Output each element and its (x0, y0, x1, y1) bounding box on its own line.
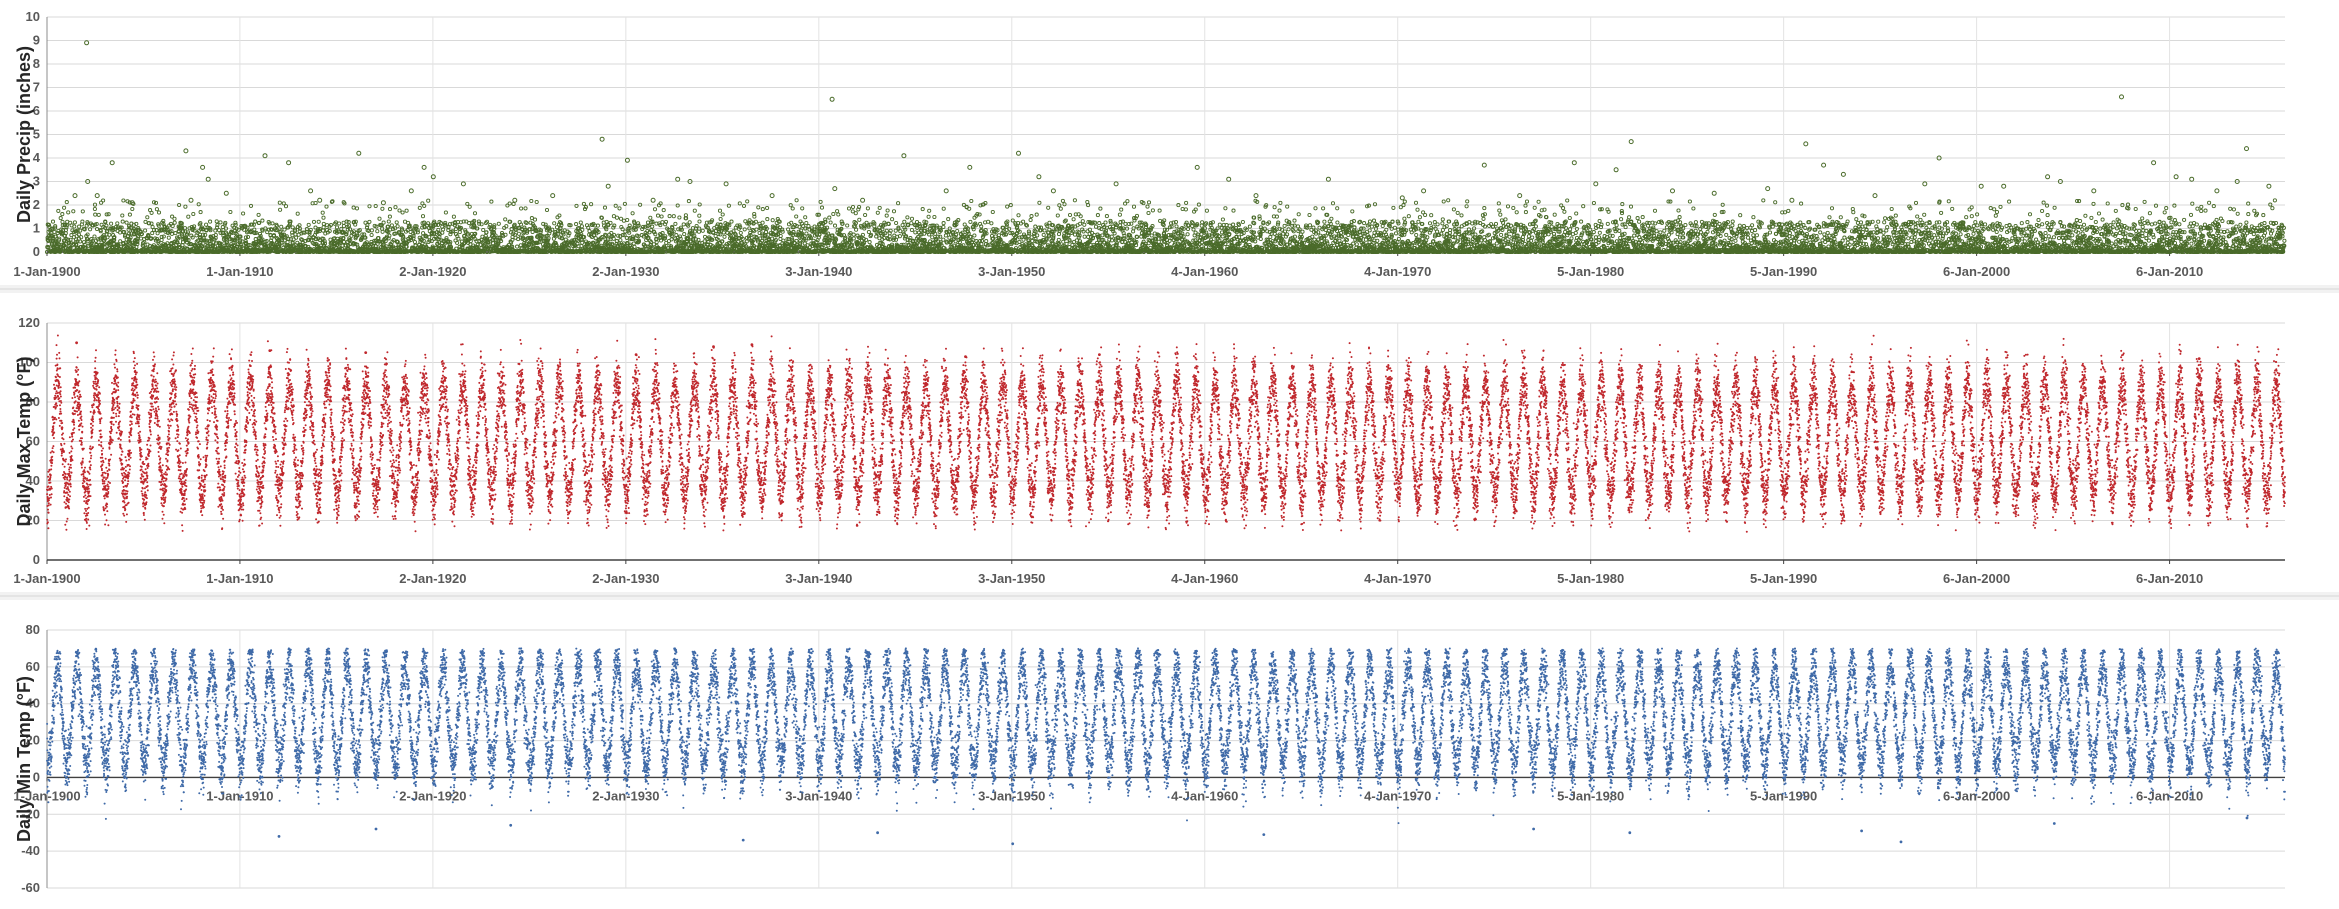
data-point (151, 232, 154, 235)
data-point (279, 208, 282, 211)
data-point (246, 235, 249, 238)
data-point (121, 214, 124, 217)
data-point (146, 216, 149, 219)
data-point (338, 222, 341, 225)
x-axis: 1-Jan-1900 1-Jan-1910 2-Jan-1920 2-Jan-1930… (13, 252, 2285, 279)
y-tick-label: 0 (33, 244, 40, 259)
data-point (155, 208, 158, 211)
data-point (150, 211, 153, 214)
data-point (280, 225, 283, 228)
data-point (61, 220, 64, 223)
data-point (199, 211, 202, 214)
data-point (192, 212, 195, 215)
x-tick-label: 6-Jan-2010 (2136, 264, 2203, 279)
data-point (122, 199, 125, 202)
data-point (355, 207, 358, 210)
data-point (214, 229, 217, 232)
data-point (162, 235, 165, 238)
data-point (322, 216, 325, 219)
data-point (154, 201, 157, 204)
data-point (131, 207, 134, 210)
data-point (322, 222, 325, 225)
data-point (204, 233, 207, 236)
data-point (156, 232, 159, 235)
data-point (102, 199, 105, 202)
data-point (110, 222, 113, 225)
data-point (184, 205, 187, 208)
gridlines (47, 17, 2285, 252)
data-point (119, 231, 122, 234)
data-point (321, 211, 324, 214)
data-points (45, 41, 2286, 254)
y-tick-label: 9 (33, 33, 40, 48)
data-point (72, 210, 75, 213)
data-point (53, 230, 56, 233)
data-point (81, 210, 84, 213)
data-point (73, 221, 76, 224)
data-point (187, 215, 190, 218)
data-point (173, 217, 176, 220)
data-point (67, 211, 70, 214)
x-tick-label: 2-Jan-1920 (399, 264, 466, 279)
data-point (209, 220, 212, 223)
data-point (242, 212, 245, 215)
data-point (296, 212, 299, 215)
data-point (121, 220, 124, 223)
data-point (342, 224, 345, 227)
data-point (97, 213, 100, 216)
data-point (278, 201, 281, 204)
data-point (322, 229, 325, 232)
data-point (295, 236, 298, 239)
x-tick-label: 1-Jan-1900 (13, 264, 80, 279)
data-point (352, 206, 355, 209)
x-tick-label: 2-Jan-1930 (592, 264, 659, 279)
data-point (144, 220, 147, 223)
data-point (167, 236, 170, 239)
data-point (229, 210, 232, 213)
data-point (139, 237, 142, 240)
x-tick-label: 5-Jan-1990 (1750, 264, 1817, 279)
x-tick-label: 4-Jan-1970 (1364, 264, 1431, 279)
data-point (308, 236, 311, 239)
data-point (307, 223, 310, 226)
data-point (261, 219, 264, 222)
x-tick-label: 3-Jan-1940 (785, 264, 852, 279)
y-axis-title: Daily Precip (inches) (14, 46, 34, 223)
data-point (173, 221, 176, 224)
data-point (174, 232, 177, 235)
x-tick-label: 1-Jan-1910 (206, 264, 273, 279)
data-point (157, 211, 160, 214)
data-point (61, 213, 64, 216)
data-point (128, 213, 131, 216)
x-tick-label: 6-Jan-2000 (1943, 264, 2010, 279)
data-point (257, 213, 260, 216)
data-point (51, 220, 54, 223)
data-point (219, 221, 222, 224)
data-point (65, 201, 68, 204)
data-point (63, 206, 66, 209)
data-point (347, 221, 350, 224)
data-point (215, 220, 218, 223)
data-point (93, 207, 96, 210)
x-tick-label: 4-Jan-1960 (1171, 264, 1238, 279)
y-tick-label: 10 (26, 9, 40, 24)
data-point (116, 222, 119, 225)
data-point (144, 229, 147, 232)
data-point (254, 220, 257, 223)
data-point (125, 221, 128, 224)
data-point (93, 235, 96, 238)
data-point (317, 220, 320, 223)
data-point (57, 209, 60, 212)
data-point (59, 217, 62, 220)
data-point (94, 213, 97, 216)
x-tick-label: 3-Jan-1950 (978, 264, 1045, 279)
data-point (254, 238, 257, 241)
x-tick-label: 5-Jan-1980 (1557, 264, 1624, 279)
data-point (312, 220, 315, 223)
